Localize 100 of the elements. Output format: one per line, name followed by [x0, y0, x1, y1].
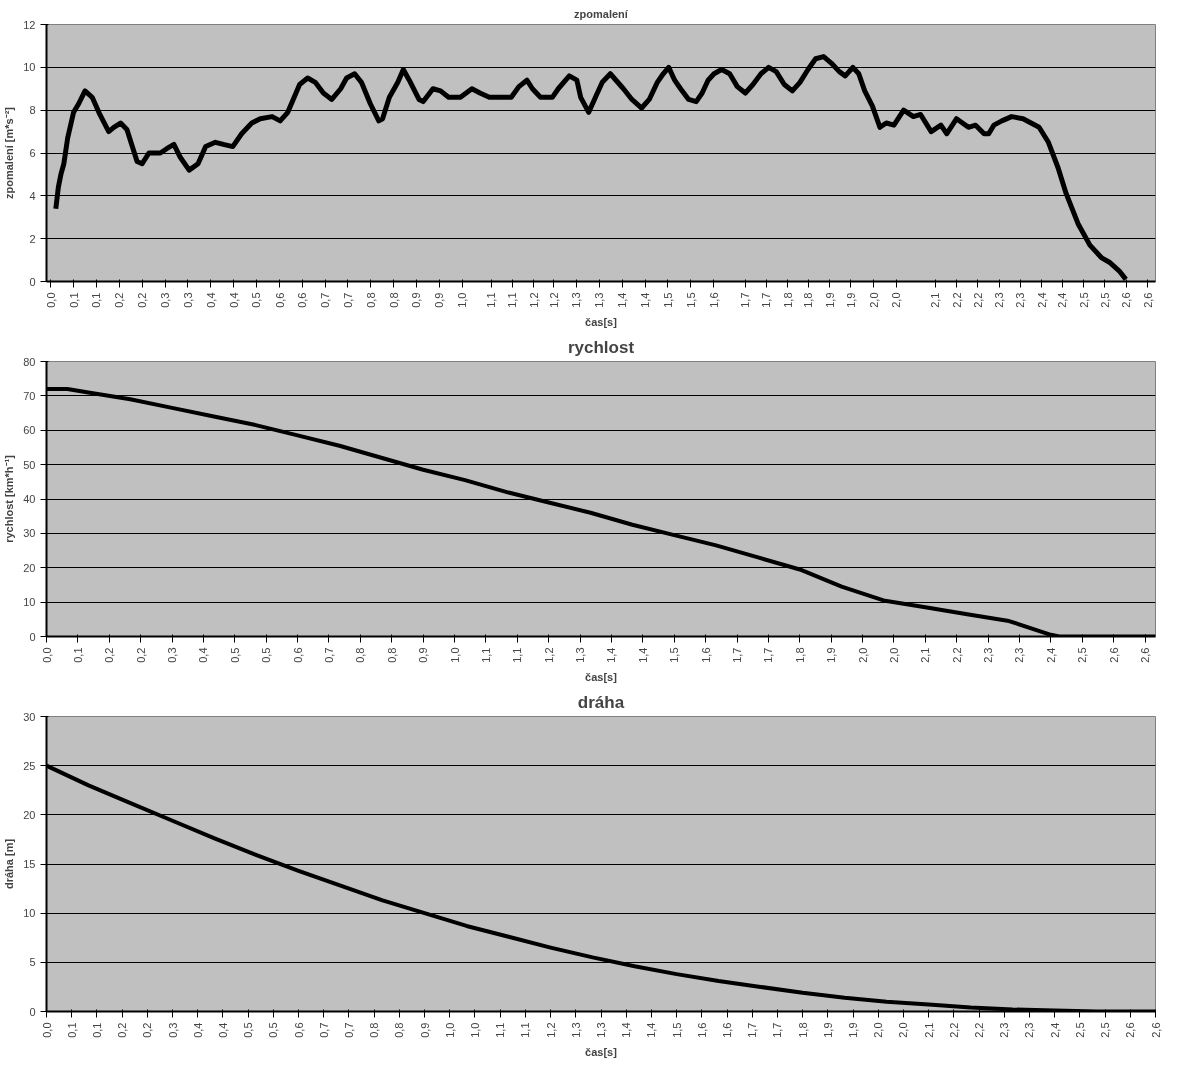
- x-tick-label: 2,2: [950, 647, 963, 663]
- x-tick-label: 0,2: [103, 647, 116, 663]
- x-tick-label: 0,9: [417, 647, 430, 663]
- chart-title: rychlost: [567, 337, 635, 357]
- x-axis-title: čas[s]: [585, 315, 618, 328]
- x-tick-label: 2,5: [1077, 292, 1090, 308]
- x-tick-label: 2,2: [971, 292, 984, 308]
- x-tick-label: 2,1: [922, 1022, 935, 1038]
- x-tick-label: 2,0: [872, 1022, 885, 1038]
- x-tick-label: 1,8: [781, 292, 794, 308]
- x-tick-label: 0,5: [260, 647, 273, 663]
- y-tick-label: 50: [23, 458, 36, 471]
- chart-title: zpomalení: [574, 7, 629, 20]
- x-tick-label: 2,4: [1035, 292, 1048, 308]
- y-tick-label: 20: [23, 561, 36, 574]
- x-tick-label: 0,8: [385, 647, 398, 663]
- x-tick-label: 0,8: [393, 1022, 406, 1038]
- x-tick-label: 1,0: [443, 1022, 456, 1038]
- x-tick-label: 1,7: [762, 647, 775, 663]
- x-tick-label: 1,3: [574, 647, 587, 663]
- x-tick-label: 0,8: [387, 292, 400, 308]
- x-tick-label: 1,8: [802, 292, 815, 308]
- x-tick-label: 1,4: [636, 647, 649, 663]
- x-tick-label: 0,0: [40, 647, 53, 663]
- x-tick-label: 0,2: [141, 1022, 154, 1038]
- x-tick-label: 0,0: [44, 292, 57, 308]
- x-tick-label: 2,5: [1073, 1022, 1086, 1038]
- x-tick-label: 0,8: [368, 1022, 381, 1038]
- x-tick-label: 1,1: [511, 647, 524, 663]
- x-tick-label: 1,2: [542, 647, 555, 663]
- x-tick-label: 0,4: [204, 292, 217, 308]
- x-tick-label: 2,6: [1107, 647, 1120, 663]
- x-tick-label: 0,2: [113, 292, 126, 308]
- x-tick-label: 2,0: [856, 647, 869, 663]
- x-tick-label: 0,5: [267, 1022, 280, 1038]
- x-tick-label: 1,1: [485, 292, 498, 308]
- x-tick-label: 0,1: [65, 1022, 78, 1038]
- x-tick-label: 1,9: [821, 1022, 834, 1038]
- x-tick-label: 1,7: [746, 1022, 759, 1038]
- x-tick-label: 0,5: [250, 292, 263, 308]
- y-tick-label: 70: [23, 389, 36, 402]
- x-tick-label: 0,0: [40, 1022, 53, 1038]
- x-tick-label: 1,4: [616, 292, 629, 308]
- x-tick-label: 2,6: [1139, 647, 1152, 663]
- x-tick-label: 2,0: [890, 292, 903, 308]
- x-tick-label: 1,5: [668, 647, 681, 663]
- x-tick-label: 1,6: [721, 1022, 734, 1038]
- x-tick-label: 1,0: [456, 292, 469, 308]
- x-tick-label: 2,4: [1056, 292, 1069, 308]
- x-tick-label: 2,0: [867, 292, 880, 308]
- x-tick-label: 1,2: [547, 292, 560, 308]
- x-tick-label: 2,3: [1013, 647, 1026, 663]
- x-tick-label: 2,5: [1099, 1022, 1112, 1038]
- x-tick-label: 1,4: [605, 647, 618, 663]
- x-tick-label: 0,7: [322, 647, 335, 663]
- x-tick-label: 1,1: [479, 647, 492, 663]
- y-tick-label: 0: [29, 1005, 36, 1018]
- x-tick-label: 1,7: [731, 647, 744, 663]
- x-tick-label: 2,1: [929, 292, 942, 308]
- x-tick-label: 1,7: [771, 1022, 784, 1038]
- y-tick-label: 25: [23, 759, 36, 772]
- x-tick-label: 1,7: [760, 292, 773, 308]
- x-tick-label: 1,1: [494, 1022, 507, 1038]
- x-tick-label: 1,8: [796, 1022, 809, 1038]
- x-tick-label: 2,2: [973, 1022, 986, 1038]
- y-tick-label: 40: [23, 493, 36, 505]
- x-tick-label: 1,5: [661, 292, 674, 308]
- x-tick-label: 1,9: [825, 647, 838, 663]
- x-tick-label: 0,4: [216, 1022, 229, 1038]
- y-axis-title: rychlost [km*h⁻¹]: [3, 454, 16, 543]
- x-tick-label: 1,6: [695, 1022, 708, 1038]
- x-tick-label: 0,2: [116, 1022, 129, 1038]
- x-tick-label: 1,2: [544, 1022, 557, 1038]
- x-tick-label: 2,5: [1098, 292, 1111, 308]
- x-tick-label: 2,3: [1023, 1022, 1036, 1038]
- x-tick-label: 0,7: [341, 292, 354, 308]
- x-tick-label: 1,2: [527, 292, 540, 308]
- x-tick-label: 2,6: [1149, 1022, 1162, 1038]
- y-tick-label: 8: [29, 104, 36, 117]
- y-tick-label: 12: [23, 18, 36, 31]
- x-tick-label: 1,0: [448, 647, 461, 663]
- x-tick-label: 0,6: [296, 292, 309, 308]
- x-tick-label: 1,3: [570, 292, 583, 308]
- x-tick-label: 1,9: [824, 292, 836, 308]
- x-tick-label: 0,4: [197, 647, 210, 663]
- x-tick-label: 1,1: [506, 292, 519, 308]
- x-tick-label: 1,7: [739, 292, 752, 308]
- x-tick-label: 0,8: [364, 292, 377, 308]
- x-tick-label: 2,6: [1120, 292, 1133, 308]
- y-tick-label: 20: [23, 808, 36, 821]
- chart-title: dráha: [577, 692, 625, 712]
- x-tick-label: 2,4: [1044, 647, 1057, 663]
- x-tick-label: 1,6: [707, 292, 720, 308]
- y-axis-title: dráha [m]: [3, 838, 16, 890]
- x-tick-label: 1,1: [519, 1022, 532, 1038]
- x-tick-label: 0,9: [410, 292, 423, 308]
- x-tick-label: 0,6: [291, 647, 304, 663]
- x-tick-label: 1,4: [645, 1022, 658, 1038]
- x-tick-label: 2,4: [1048, 1022, 1061, 1038]
- x-tick-label: 1,9: [844, 292, 857, 308]
